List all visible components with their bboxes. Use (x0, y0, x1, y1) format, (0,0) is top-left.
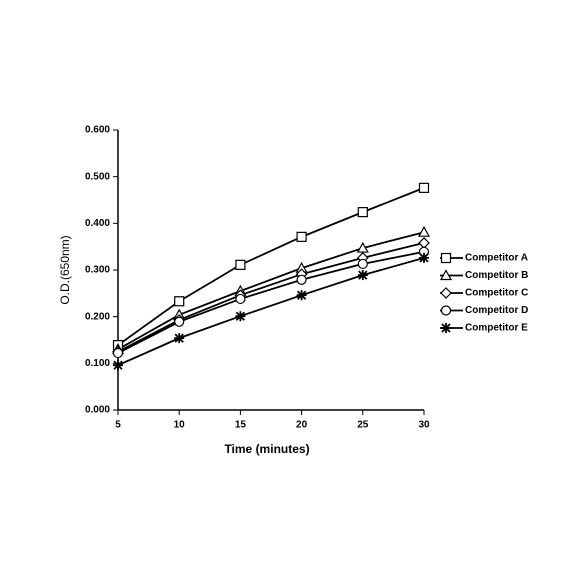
legend-marker (440, 252, 452, 264)
marker (112, 347, 124, 359)
y-tick-label: 0.200 (85, 311, 110, 322)
x-tick-label: 25 (357, 420, 369, 431)
marker (357, 258, 368, 270)
marker (235, 259, 246, 270)
legend-marker (440, 305, 452, 316)
y-axis-label: O.D.(650nm) (58, 235, 72, 304)
legend-marker (440, 287, 452, 299)
marker (418, 237, 430, 249)
y-tick-label: 0.300 (85, 265, 110, 276)
legend-label: Competitor B (465, 270, 528, 281)
series-line (117, 257, 425, 367)
x-tick-label: 30 (418, 420, 430, 431)
marker (113, 360, 123, 371)
x-tick-label: 15 (235, 420, 247, 431)
series-line (117, 187, 425, 346)
legend-label: Competitor A (465, 253, 528, 264)
series-line (117, 250, 425, 354)
y-tick-label: 0.600 (85, 125, 110, 136)
marker (418, 182, 430, 193)
series-line (117, 231, 425, 351)
y-tick-label: 0.500 (85, 171, 110, 182)
legend-marker (441, 323, 451, 333)
marker (235, 293, 246, 305)
legend-marker (439, 269, 453, 281)
y-tick-label: 0.000 (85, 405, 110, 416)
x-tick-label: 20 (296, 420, 308, 431)
marker (174, 316, 185, 327)
marker (296, 290, 307, 301)
marker (296, 231, 307, 242)
x-axis-label: Time (minutes) (224, 442, 309, 456)
marker (235, 311, 246, 322)
marker (174, 333, 185, 344)
marker (357, 207, 368, 218)
series-line (117, 242, 425, 353)
y-tick-label: 0.400 (85, 218, 110, 229)
legend-label: Competitor D (465, 305, 528, 316)
legend-label: Competitor E (465, 323, 528, 334)
x-tick-label: 10 (174, 420, 186, 431)
marker (174, 296, 185, 307)
legend-label: Competitor C (465, 288, 528, 299)
marker (296, 274, 307, 285)
y-tick-label: 0.100 (85, 358, 110, 369)
marker (417, 225, 431, 237)
x-tick-label: 5 (115, 420, 121, 431)
marker (419, 252, 429, 263)
marker (357, 270, 368, 281)
